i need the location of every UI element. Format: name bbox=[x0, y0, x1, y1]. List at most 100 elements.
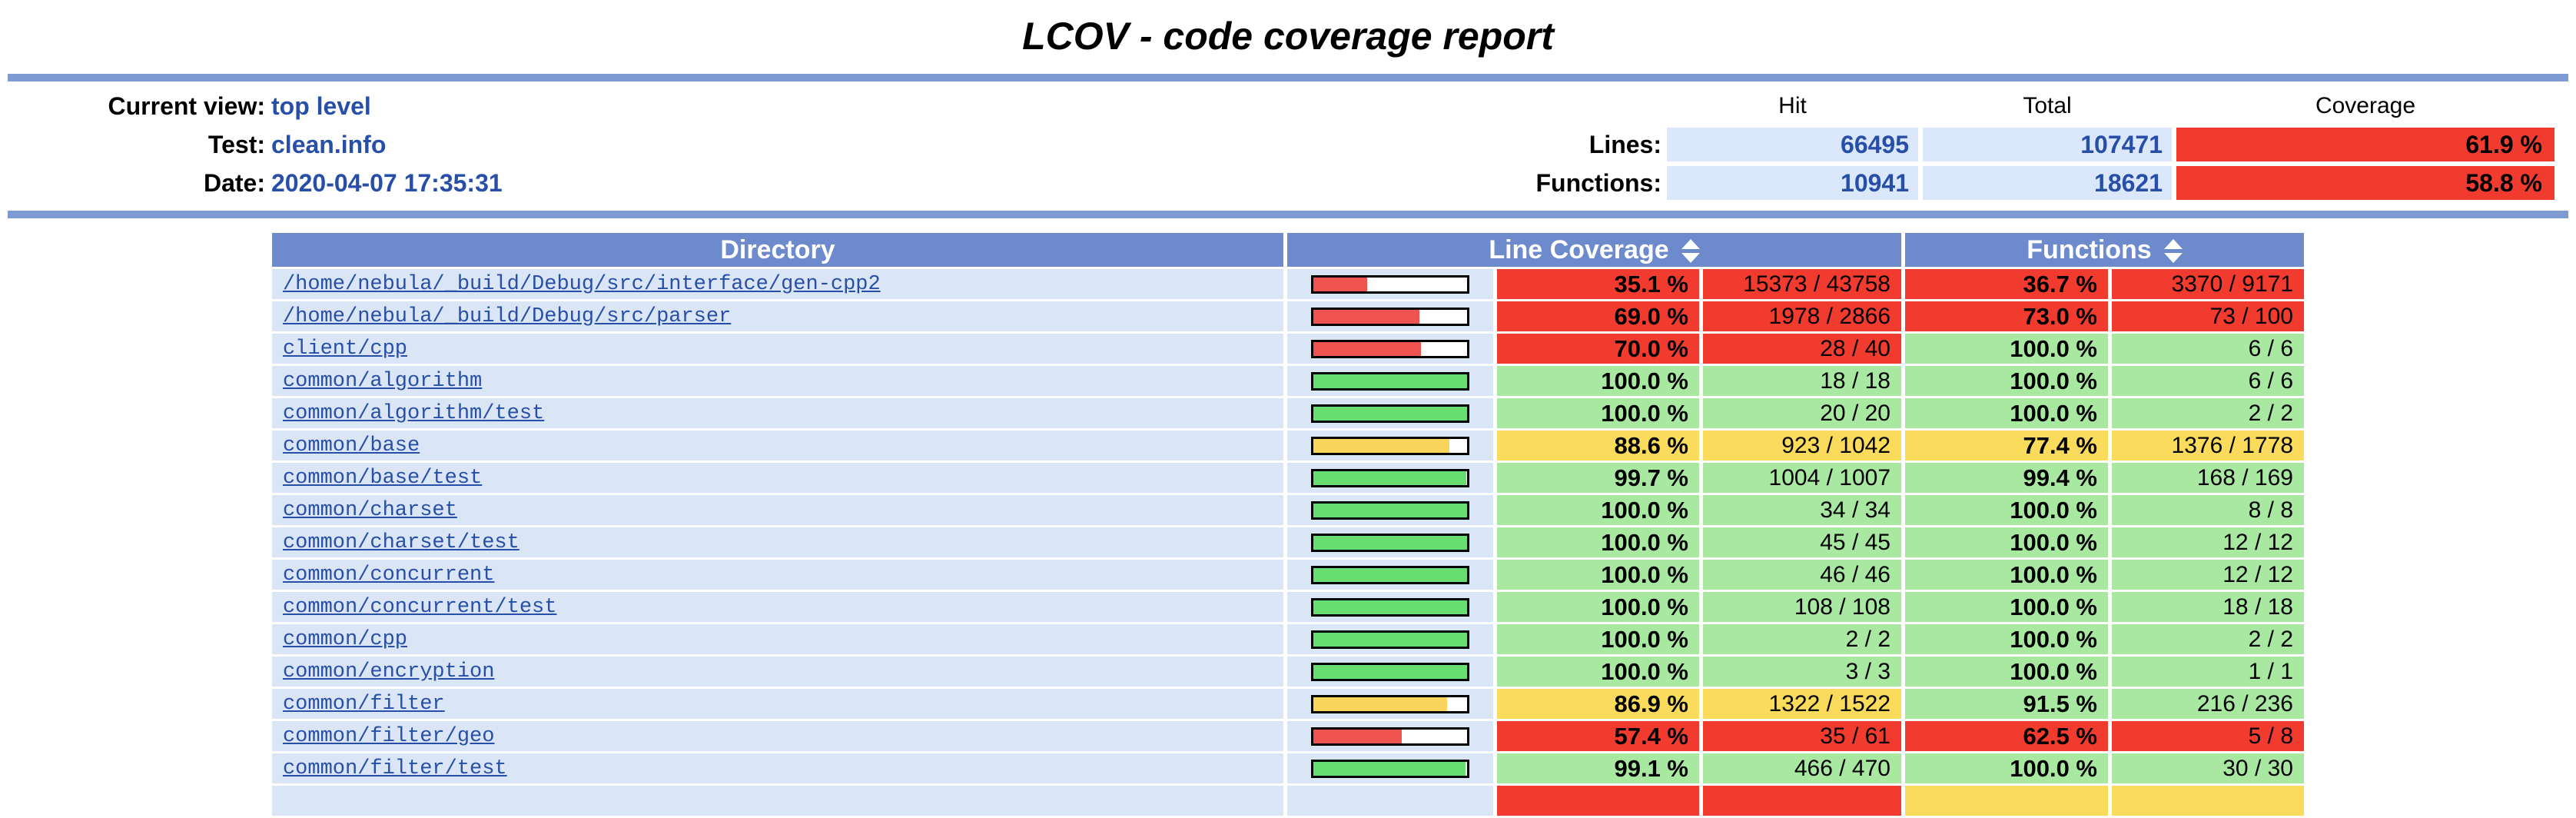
coverage-bar bbox=[1310, 533, 1469, 552]
directory-cell: common/algorithm/test bbox=[271, 398, 1283, 428]
current-view-label: Current view: bbox=[108, 91, 265, 120]
coverage-bar-cell bbox=[1286, 495, 1493, 525]
line-coverage-ratio: 1978 / 2866 bbox=[1702, 301, 1901, 331]
line-coverage-percent: 70.0 % bbox=[1496, 334, 1699, 364]
directory-cell: common/filter/geo bbox=[271, 721, 1283, 751]
functions-percent: 91.5 % bbox=[1905, 689, 2108, 719]
functions-percent bbox=[1905, 786, 2108, 816]
lines-total-value: 107471 bbox=[1923, 128, 2172, 161]
directory-link[interactable]: /home/nebula/_build/Debug/src/parser bbox=[282, 304, 732, 328]
line-coverage-ratio bbox=[1702, 786, 1901, 816]
functions-ratio bbox=[2112, 786, 2304, 816]
directory-link[interactable]: common/base bbox=[282, 434, 420, 457]
table-row: common/algorithm 100.0 % 18 / 18 100.0 %… bbox=[271, 366, 2304, 396]
coverage-bar-fill bbox=[1313, 664, 1467, 679]
functions-percent: 99.4 % bbox=[1905, 463, 2108, 493]
line-coverage-percent: 100.0 % bbox=[1496, 398, 1699, 428]
line-coverage-percent: 99.7 % bbox=[1496, 463, 1699, 493]
directory-link[interactable]: common/algorithm bbox=[282, 369, 483, 393]
line-coverage-ratio: 28 / 40 bbox=[1702, 334, 1901, 364]
coverage-bar bbox=[1310, 404, 1469, 423]
directory-cell: common/encryption bbox=[271, 657, 1283, 687]
functions-column-header[interactable]: Functions bbox=[1905, 233, 2304, 267]
sort-updown-icon[interactable] bbox=[2163, 239, 2183, 264]
line-coverage-ratio: 34 / 34 bbox=[1702, 495, 1901, 525]
coverage-bar bbox=[1310, 662, 1469, 681]
directory-link[interactable]: common/charset/test bbox=[282, 530, 520, 554]
current-view-value: top level bbox=[271, 91, 371, 120]
coverage-bar-fill bbox=[1313, 438, 1450, 453]
summary-row-lines: Test: clean.info Lines: 66495 107471 61.… bbox=[22, 128, 2554, 161]
directory-link[interactable]: common/encryption bbox=[282, 660, 495, 683]
table-row: common/charset 100.0 % 34 / 34 100.0 % 8… bbox=[271, 495, 2304, 525]
directory-link[interactable]: common/algorithm/test bbox=[282, 401, 545, 425]
directory-column-label: Directory bbox=[720, 234, 835, 264]
line-coverage-ratio: 20 / 20 bbox=[1702, 398, 1901, 428]
directory-cell bbox=[271, 786, 1283, 816]
functions-percent: 100.0 % bbox=[1905, 398, 2108, 428]
table-row: common/algorithm/test 100.0 % 20 / 20 10… bbox=[271, 398, 2304, 428]
directory-cell: common/algorithm bbox=[271, 366, 1283, 396]
coverage-bar-cell bbox=[1286, 334, 1493, 364]
page-title: LCOV - code coverage report bbox=[1022, 15, 1554, 58]
functions-ratio: 168 / 169 bbox=[2112, 463, 2304, 493]
directory-cell: common/filter bbox=[271, 689, 1283, 719]
functions-ratio: 216 / 236 bbox=[2112, 689, 2304, 719]
line-coverage-percent: 57.4 % bbox=[1496, 721, 1699, 751]
line-coverage-percent: 88.6 % bbox=[1496, 431, 1699, 461]
functions-ratio: 1376 / 1778 bbox=[2112, 431, 2304, 461]
coverage-bar bbox=[1310, 759, 1469, 778]
directory-link[interactable]: common/filter bbox=[282, 692, 445, 716]
coverage-bar-cell bbox=[1286, 431, 1493, 461]
line-coverage-percent: 100.0 % bbox=[1496, 495, 1699, 525]
functions-percent: 100.0 % bbox=[1905, 334, 2108, 364]
directory-link[interactable]: common/filter/geo bbox=[282, 724, 495, 748]
table-row: common/concurrent/test 100.0 % 108 / 108… bbox=[271, 592, 2304, 622]
lines-hit-value: 66495 bbox=[1667, 128, 1918, 161]
spacer-cell bbox=[1525, 89, 1662, 123]
line-coverage-column-header[interactable]: Line Coverage bbox=[1286, 233, 1901, 267]
line-coverage-ratio: 18 / 18 bbox=[1702, 366, 1901, 396]
coverage-bar bbox=[1310, 597, 1469, 617]
summary-row-functions: Date: 2020-04-07 17:35:31 Functions: 109… bbox=[22, 166, 2554, 200]
line-coverage-ratio: 2 / 2 bbox=[1702, 624, 1901, 654]
table-row: common/charset/test 100.0 % 45 / 45 100.… bbox=[271, 527, 2304, 557]
functions-percent: 100.0 % bbox=[1905, 657, 2108, 687]
directory-cell: common/concurrent bbox=[271, 560, 1283, 590]
line-coverage-percent: 99.1 % bbox=[1496, 753, 1699, 783]
line-coverage-percent: 100.0 % bbox=[1496, 657, 1699, 687]
test-label: Test: bbox=[207, 130, 265, 158]
total-column-header: Total bbox=[2023, 93, 2072, 118]
directory-link[interactable]: common/filter/test bbox=[282, 756, 507, 780]
directory-link[interactable]: common/cpp bbox=[282, 627, 408, 651]
functions-hit-value: 10941 bbox=[1667, 166, 1918, 200]
directory-link[interactable]: common/concurrent bbox=[282, 563, 495, 587]
table-row: common/concurrent 100.0 % 46 / 46 100.0 … bbox=[271, 560, 2304, 590]
line-coverage-ratio: 45 / 45 bbox=[1702, 527, 1901, 557]
coverage-table-body: /home/nebula/_build/Debug/src/interface/… bbox=[271, 269, 2304, 816]
directory-link[interactable]: common/base/test bbox=[282, 466, 483, 490]
directory-link[interactable]: /home/nebula/_build/Debug/src/interface/… bbox=[282, 272, 881, 296]
summary-header-table: Current view: top level Hit Total Covera… bbox=[17, 85, 2559, 204]
functions-ratio: 8 / 8 bbox=[2112, 495, 2304, 525]
table-row-partial bbox=[271, 786, 2304, 816]
functions-coverage-value: 58.8 % bbox=[2176, 166, 2554, 200]
coverage-bar-cell bbox=[1286, 753, 1493, 783]
coverage-bar-fill bbox=[1313, 729, 1402, 743]
directory-link[interactable]: client/cpp bbox=[282, 337, 408, 361]
coverage-bar-cell bbox=[1286, 366, 1493, 396]
lines-coverage-value: 61.9 % bbox=[2176, 128, 2554, 161]
table-row: common/cpp 100.0 % 2 / 2 100.0 % 2 / 2 bbox=[271, 624, 2304, 654]
coverage-bar-fill bbox=[1313, 406, 1467, 421]
directory-link[interactable]: common/concurrent/test bbox=[282, 595, 557, 619]
directory-link[interactable]: common/charset bbox=[282, 498, 457, 522]
directory-column-header[interactable]: Directory bbox=[271, 233, 1283, 267]
line-coverage-percent: 100.0 % bbox=[1496, 560, 1699, 590]
functions-percent: 100.0 % bbox=[1905, 592, 2108, 622]
coverage-bar bbox=[1310, 371, 1469, 391]
line-coverage-ratio: 466 / 470 bbox=[1702, 753, 1901, 783]
line-coverage-percent: 86.9 % bbox=[1496, 689, 1699, 719]
functions-ratio: 5 / 8 bbox=[2112, 721, 2304, 751]
sort-updown-icon[interactable] bbox=[1681, 239, 1700, 264]
line-coverage-percent bbox=[1496, 786, 1699, 816]
